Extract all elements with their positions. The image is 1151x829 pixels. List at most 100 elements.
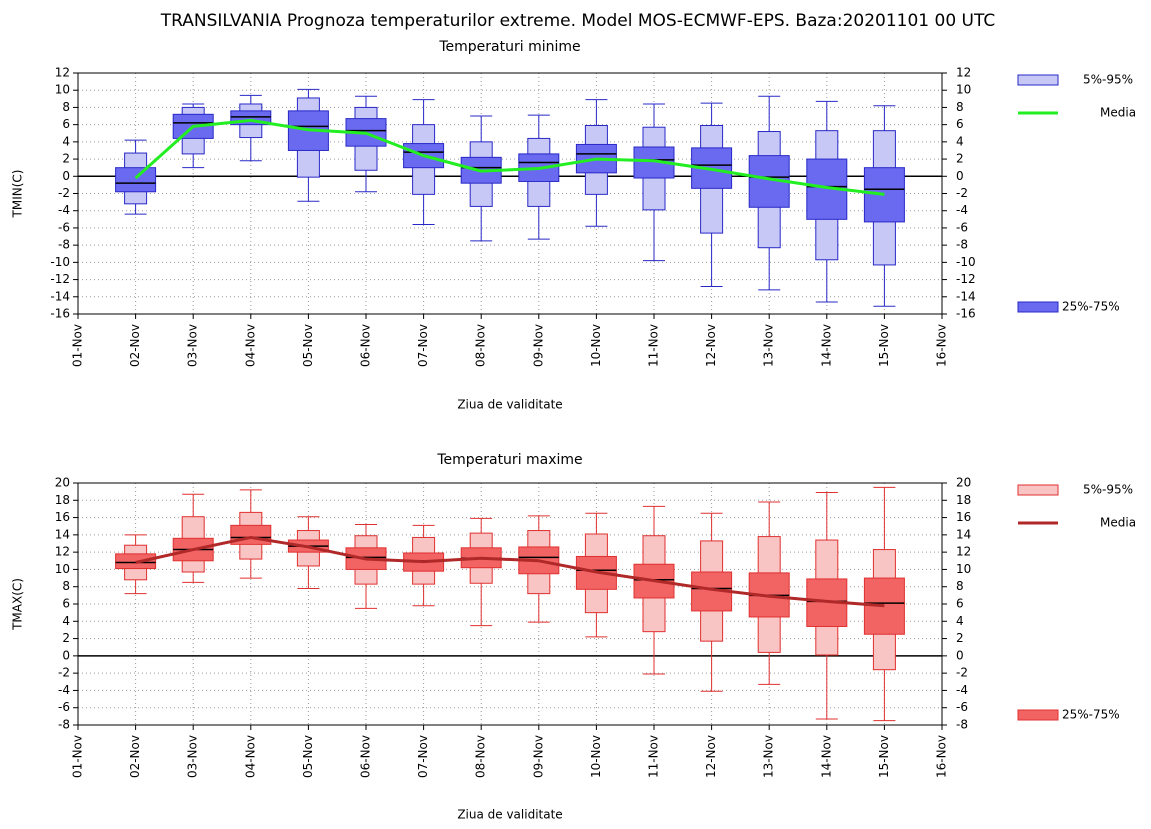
y-tick-label-right: 4	[956, 614, 964, 628]
x-tick-label: 16-Nov	[935, 735, 949, 778]
y-tick-label-right: 14	[956, 527, 971, 541]
chart-title: Temperaturi maxime	[436, 452, 582, 468]
y-tick-label: -2	[58, 666, 70, 680]
x-tick-label: 02-Nov	[128, 735, 142, 778]
y-tick-label: -10	[50, 255, 70, 269]
x-tick-label: 10-Nov	[589, 324, 603, 367]
y-tick-label: 10	[55, 83, 70, 97]
x-tick-label: 16-Nov	[935, 324, 949, 367]
legend-swatch	[1017, 484, 1059, 496]
x-tick-label: 14-Nov	[819, 735, 833, 778]
x-tick-label: 06-Nov	[359, 324, 373, 367]
plot-frame	[77, 72, 943, 315]
mean-line	[134, 118, 885, 196]
x-tick-label: 09-Nov	[531, 324, 545, 367]
y-tick-label: 2	[62, 631, 70, 645]
y-tick-label: -14	[50, 289, 70, 303]
y-tick-label-right: 12	[956, 545, 971, 559]
y-tick-label: 16	[55, 510, 70, 524]
x-tick-label: 14-Nov	[819, 324, 833, 367]
x-tick-label: 03-Nov	[186, 324, 200, 367]
y-tick-label-right: -2	[956, 186, 968, 200]
y-tick-label-right: -16	[956, 307, 976, 321]
y-axis-label: TMAX(C)	[11, 578, 25, 631]
x-axis-label: Ziua de validitate	[457, 398, 562, 412]
x-tick-label: 05-Nov	[301, 324, 315, 367]
y-tick-label: 18	[55, 493, 70, 507]
x-tick-label: 04-Nov	[243, 735, 257, 778]
x-tick-label: 06-Nov	[359, 735, 373, 778]
y-tick-label: 10	[55, 562, 70, 576]
y-tick-label-right: 18	[956, 493, 971, 507]
x-tick-label: 15-Nov	[877, 735, 891, 778]
y-tick-label-right: -14	[956, 289, 976, 303]
y-tick-label: 4	[62, 134, 70, 148]
y-tick-label-right: 6	[956, 117, 964, 131]
legend-swatch	[1017, 301, 1059, 313]
y-tick-label-right: 4	[956, 134, 964, 148]
y-tick-label: -8	[58, 238, 70, 252]
y-tick-label-right: -6	[956, 700, 968, 714]
legend-label: 25%-75%	[1062, 300, 1120, 314]
y-tick-label-right: 8	[956, 579, 964, 593]
mean-line	[135, 535, 885, 608]
x-axis-label: Ziua de validitate	[457, 808, 562, 822]
y-tick-label: -6	[58, 220, 70, 234]
y-tick-label: 14	[55, 527, 70, 541]
y-tick-label-right: -2	[956, 666, 968, 680]
x-tick-label: 07-Nov	[416, 324, 430, 367]
legend-label: Media	[1100, 516, 1136, 530]
legend-label: 5%-95%	[1083, 73, 1133, 87]
y-tick-label-right: 0	[956, 648, 964, 662]
x-tick-label: 05-Nov	[301, 735, 315, 778]
y-tick-label-right: 20	[956, 476, 971, 490]
x-tick-label: 02-Nov	[128, 324, 142, 367]
y-tick-label-right: 2	[956, 631, 964, 645]
y-tick-label-right: -8	[956, 718, 968, 732]
y-tick-label: -16	[50, 307, 70, 321]
x-tick-label: 03-Nov	[186, 735, 200, 778]
y-tick-label-right: 16	[956, 510, 971, 524]
y-tick-label: 20	[55, 476, 70, 490]
x-tick-label: 04-Nov	[243, 324, 257, 367]
x-tick-label: 13-Nov	[762, 735, 776, 778]
x-tick-label: 07-Nov	[416, 735, 430, 778]
y-tick-label: 12	[55, 66, 70, 80]
y-axis-label: TMIN(C)	[11, 170, 25, 219]
y-tick-label: 8	[62, 100, 70, 114]
chart-title: Temperaturi minime	[438, 39, 580, 55]
y-tick-label: -4	[58, 683, 70, 697]
y-tick-label-right: 10	[956, 562, 971, 576]
legend-swatch	[1017, 709, 1059, 721]
x-tick-label: 09-Nov	[531, 735, 545, 778]
legend-label: Media	[1100, 106, 1136, 120]
y-tick-label: -2	[58, 186, 70, 200]
x-tick-label: 12-Nov	[704, 735, 718, 778]
y-tick-label-right: -6	[956, 220, 968, 234]
y-tick-label-right: -4	[956, 203, 968, 217]
y-tick-label: 12	[55, 545, 70, 559]
y-tick-label: -8	[58, 718, 70, 732]
x-tick-label: 01-Nov	[71, 735, 85, 778]
y-tick-label: 6	[62, 117, 70, 131]
x-tick-label: 13-Nov	[762, 324, 776, 367]
y-tick-label-right: 8	[956, 100, 964, 114]
y-tick-label: -4	[58, 203, 70, 217]
y-tick-label-right: 0	[956, 169, 964, 183]
y-tick-label-right: -12	[956, 272, 976, 286]
y-tick-label-right: 2	[956, 152, 964, 166]
y-tick-label: -6	[58, 700, 70, 714]
x-tick-label: 12-Nov	[704, 324, 718, 367]
legend-swatch	[1017, 74, 1059, 86]
legend-label: 25%-75%	[1062, 708, 1120, 722]
x-tick-label: 08-Nov	[474, 324, 488, 367]
x-tick-label: 11-Nov	[647, 735, 661, 778]
y-tick-label: 4	[62, 614, 70, 628]
main-title: TRANSILVANIA Prognoza temperaturilor ext…	[160, 11, 996, 31]
y-tick-label: 2	[62, 152, 70, 166]
y-tick-label-right: 12	[956, 66, 971, 80]
legend-label: 5%-95%	[1083, 483, 1133, 497]
x-tick-label: 08-Nov	[474, 735, 488, 778]
